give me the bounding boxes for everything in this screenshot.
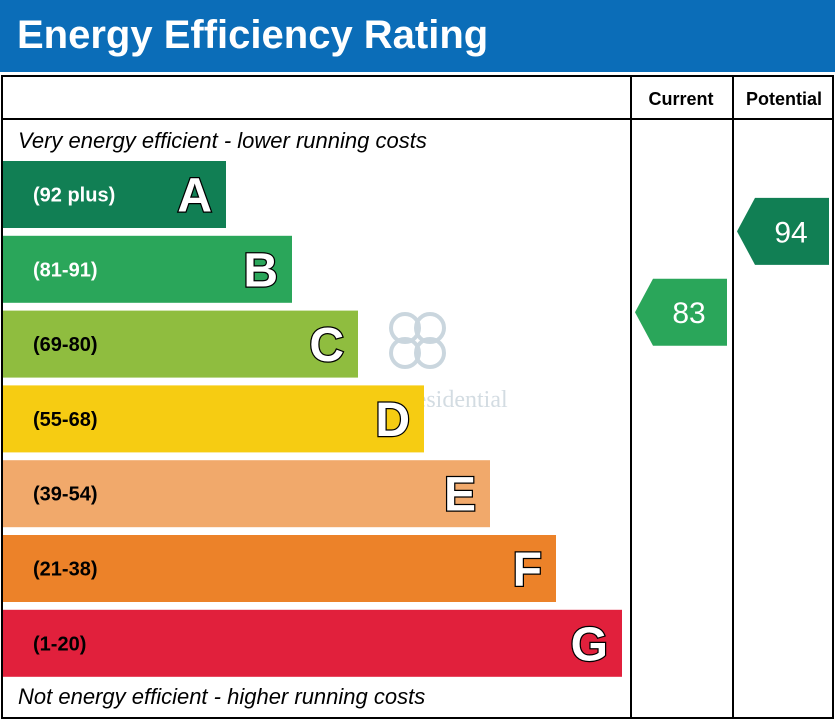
potential-rating-arrow: [737, 197, 829, 265]
band-a-bar: [3, 161, 226, 228]
top-note: Very energy efficient - lower running co…: [18, 128, 427, 153]
band-a-range: (92 plus): [33, 185, 115, 207]
band-a-letter: A: [177, 170, 212, 223]
band-f-range: (21-38): [33, 559, 97, 581]
band-e-letter: E: [444, 469, 476, 522]
band-d-range: (55-68): [33, 409, 97, 431]
page-title: Energy Efficiency Rating: [17, 13, 489, 57]
band-f-letter: F: [513, 544, 542, 597]
band-b-bar: [3, 235, 292, 303]
rating-bands: (92 plus) A (81-91) B (69-80) C (55-68) D (39-54…: [3, 161, 622, 677]
band-e-bar: [3, 460, 490, 528]
header-bar: Energy Efficiency Rating: [0, 0, 835, 72]
current-rating-arrow: [635, 278, 727, 346]
band-b-letter: B: [243, 244, 278, 297]
bottom-note: Not energy efficient - higher running co…: [18, 684, 425, 709]
current-rating-value: 83: [672, 297, 705, 330]
band-c-letter: C: [309, 319, 344, 372]
band-b-range: (81-91): [33, 259, 97, 281]
potential-column-header: Potential: [746, 89, 822, 109]
band-d-letter: D: [375, 394, 410, 447]
current-column-header: Current: [648, 89, 713, 109]
watermark-logo-icon: [389, 312, 446, 369]
potential-rating-value: 94: [774, 216, 807, 249]
band-c-range: (69-80): [33, 334, 97, 356]
band-g-bar: [3, 609, 622, 677]
energy-rating-chart: Current Potential Very energy efficient …: [1, 75, 834, 719]
band-e-range: (39-54): [33, 484, 97, 506]
rating-indicators: 83 94: [635, 197, 829, 346]
band-f-bar: [3, 535, 556, 602]
band-g-range: (1-20): [33, 633, 86, 655]
chart-frame: [1, 75, 834, 719]
band-g-letter: G: [571, 618, 608, 671]
band-c-bar: [3, 310, 358, 378]
band-d-bar: [3, 385, 424, 453]
